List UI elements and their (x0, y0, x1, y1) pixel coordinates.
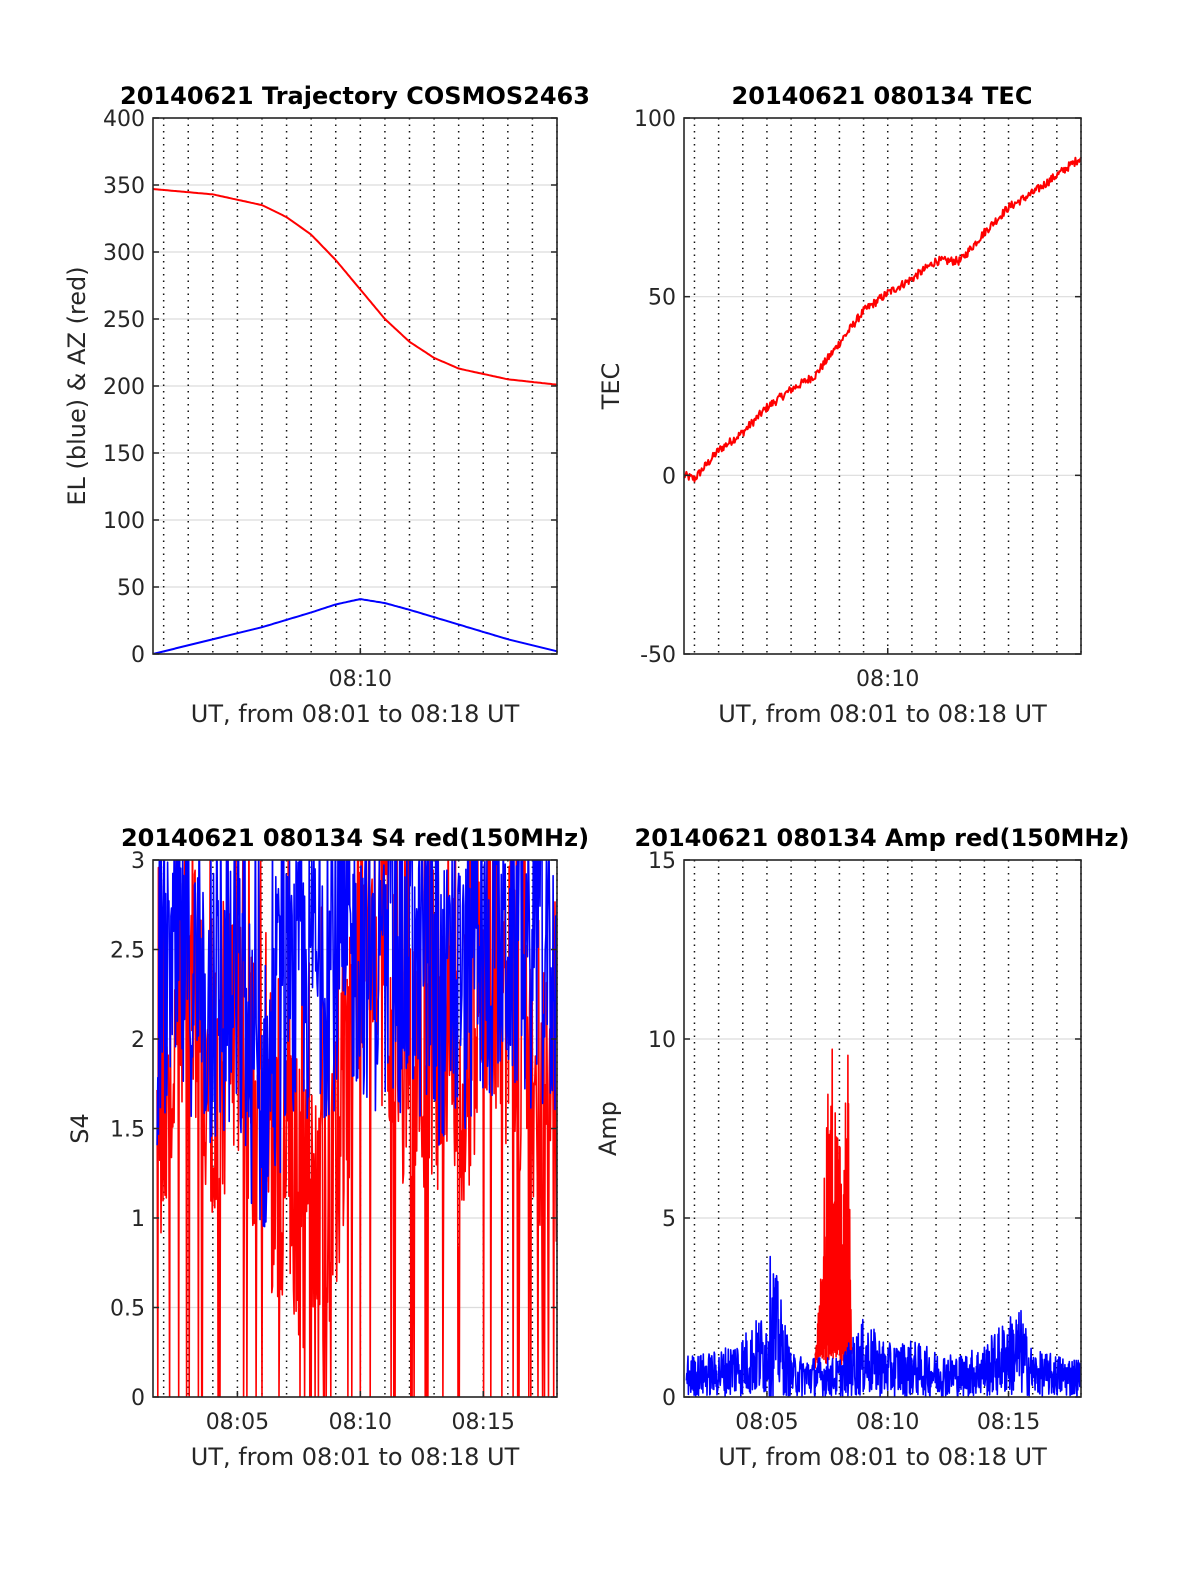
y-axis-label: TEC (597, 363, 625, 411)
series-line-1 (814, 1048, 853, 1369)
y-tick-label: 100 (634, 107, 676, 132)
x-tick-label: 08:05 (735, 1410, 798, 1435)
y-tick-label: 3 (131, 849, 145, 874)
series-line-2 (153, 188, 557, 386)
series-line-2 (685, 1255, 1081, 1397)
series-layer (684, 156, 1081, 483)
chart-title: 20140621 Trajectory COSMOS2463 (120, 82, 590, 110)
y-tick-label: 0 (662, 464, 676, 489)
chart-panel-3: 0 0.5 1 1.5 2 2.5 3 08:05 08:10 08:15 UT, from 08:… (66, 824, 589, 1471)
series-layer (156, 860, 557, 1397)
y-tick-label: 10 (648, 1028, 676, 1053)
x-axis-label: UT, from 08:01 to 08:18 UT (191, 1443, 520, 1471)
y-tick-label: 150 (103, 442, 145, 467)
y-axis-label: EL (blue) & AZ (red) (63, 266, 91, 505)
axes-box (683, 117, 1082, 655)
x-axis-label: UT, from 08:01 to 08:18 UT (718, 1443, 1047, 1471)
x-axis-label: UT, from 08:01 to 08:18 UT (191, 700, 520, 728)
y-tick-label: 1 (131, 1207, 145, 1232)
y-tick-label: 50 (648, 286, 676, 311)
series-line-1 (684, 156, 1081, 483)
chart-panel-4: 0 5 10 15 08:05 08:10 08:15 UT, from 08:01 to 0… (594, 824, 1129, 1471)
y-tick-label: 250 (103, 308, 145, 333)
y-tick-label: 0 (131, 1386, 145, 1411)
y-tick-label: 5 (662, 1207, 676, 1232)
series-layer (685, 1048, 1081, 1397)
y-axis-label: S4 (66, 1113, 94, 1144)
y-tick-label: 15 (648, 849, 676, 874)
chart-panel-2: -50 0 50 100 08:10 UT, from 08:01 to 08:18 UT… (597, 82, 1082, 728)
x-tick-label: 08:10 (856, 667, 919, 692)
chart-title: 20140621 080134 TEC (732, 82, 1033, 110)
x-tick-label: 08:05 (206, 1410, 269, 1435)
y-tick-label: 1.5 (110, 1118, 145, 1143)
y-tick-label: 400 (103, 107, 145, 132)
x-tick-label: 08:15 (452, 1410, 515, 1435)
y-axis-label: Amp (594, 1101, 622, 1156)
y-tick-label: 200 (103, 375, 145, 400)
series-layer (153, 188, 557, 654)
chart-title: 20140621 080134 Amp red(150MHz) (635, 824, 1130, 852)
series-line-2 (156, 860, 557, 1228)
chart-title: 20140621 080134 S4 red(150MHz) (121, 824, 589, 852)
axes-box (683, 859, 1082, 1398)
y-tick-label: 50 (117, 576, 145, 601)
y-tick-label: 100 (103, 509, 145, 534)
plot-area (684, 860, 1081, 1397)
x-tick-label: 08:15 (977, 1410, 1040, 1435)
y-tick-label: 350 (103, 174, 145, 199)
y-tick-label: 300 (103, 241, 145, 266)
x-axis-label: UT, from 08:01 to 08:18 UT (718, 700, 1047, 728)
y-tick-label: 0 (662, 1386, 676, 1411)
y-tick-label: 0 (131, 643, 145, 668)
x-tick-label: 08:10 (329, 667, 392, 692)
x-tick-label: 08:10 (856, 1410, 919, 1435)
y-tick-label: 2 (131, 1028, 145, 1053)
chart-panel-1: 0 50 100 150 200 250 300 350 400 08:10 UT, from 08… (63, 82, 590, 728)
y-tick-label: 2.5 (110, 939, 145, 964)
y-tick-label: -50 (640, 643, 676, 668)
series-line-1 (153, 598, 557, 654)
plot-area (684, 118, 1081, 654)
x-tick-label: 08:10 (329, 1410, 392, 1435)
y-tick-label: 0.5 (110, 1297, 145, 1322)
